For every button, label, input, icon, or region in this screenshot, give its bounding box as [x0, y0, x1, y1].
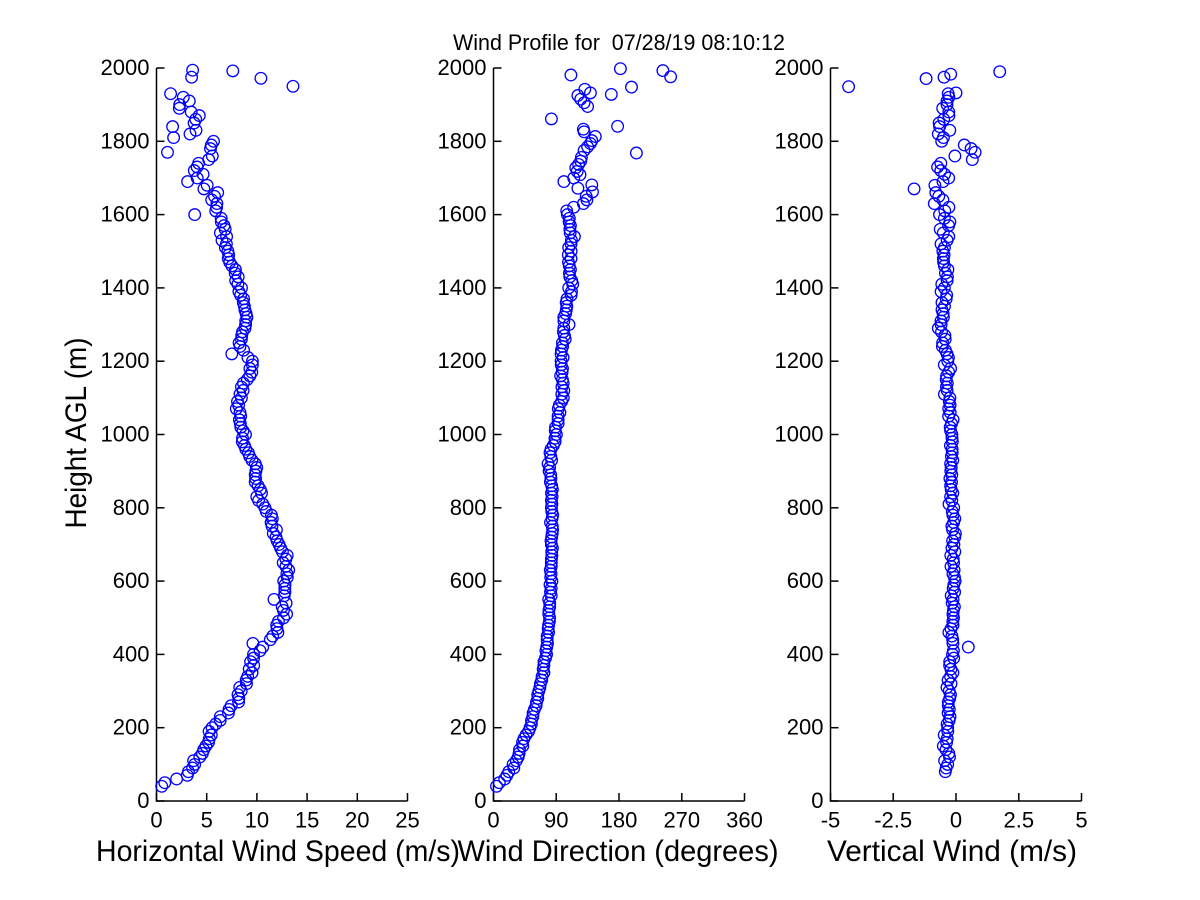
svg-text:2.5: 2.5 [1004, 808, 1035, 833]
svg-text:1800: 1800 [438, 128, 487, 153]
svg-text:600: 600 [450, 568, 487, 593]
svg-text:1200: 1200 [775, 348, 824, 373]
svg-text:1400: 1400 [438, 275, 487, 300]
svg-text:Vertical Wind (m/s): Vertical Wind (m/s) [827, 835, 1077, 868]
svg-text:Horizontal Wind Speed (m/s): Horizontal Wind Speed (m/s) [96, 835, 460, 868]
svg-text:Wind Direction (degrees): Wind Direction (degrees) [458, 835, 779, 868]
svg-text:200: 200 [113, 715, 150, 740]
svg-text:20: 20 [345, 808, 369, 833]
svg-text:1200: 1200 [101, 348, 150, 373]
svg-text:270: 270 [663, 808, 700, 833]
svg-text:1400: 1400 [775, 275, 824, 300]
svg-text:600: 600 [787, 568, 824, 593]
svg-text:0: 0 [811, 788, 823, 813]
svg-text:90: 90 [544, 808, 568, 833]
svg-text:-2.5: -2.5 [874, 808, 912, 833]
svg-text:400: 400 [113, 641, 150, 666]
svg-text:-5: -5 [821, 808, 841, 833]
svg-text:1800: 1800 [101, 128, 150, 153]
svg-text:800: 800 [787, 495, 824, 520]
svg-text:15: 15 [295, 808, 319, 833]
svg-text:1200: 1200 [438, 348, 487, 373]
svg-text:25: 25 [395, 808, 419, 833]
svg-text:2000: 2000 [775, 55, 824, 80]
svg-text:0: 0 [474, 788, 486, 813]
svg-text:400: 400 [787, 641, 824, 666]
svg-text:0: 0 [487, 808, 499, 833]
svg-text:5: 5 [1075, 808, 1087, 833]
svg-text:180: 180 [601, 808, 638, 833]
svg-text:1600: 1600 [438, 202, 487, 227]
svg-text:1000: 1000 [101, 422, 150, 447]
svg-text:1800: 1800 [775, 128, 824, 153]
svg-text:600: 600 [113, 568, 150, 593]
svg-text:800: 800 [450, 495, 487, 520]
svg-text:1400: 1400 [101, 275, 150, 300]
svg-text:400: 400 [450, 641, 487, 666]
svg-text:10: 10 [245, 808, 269, 833]
svg-text:2000: 2000 [101, 55, 150, 80]
svg-text:0: 0 [137, 788, 149, 813]
svg-text:200: 200 [787, 715, 824, 740]
svg-text:1600: 1600 [101, 202, 150, 227]
svg-text:0: 0 [150, 808, 162, 833]
svg-text:200: 200 [450, 715, 487, 740]
svg-text:5: 5 [201, 808, 213, 833]
svg-text:1000: 1000 [775, 422, 824, 447]
svg-text:Height AGL (m): Height AGL (m) [60, 338, 93, 529]
svg-text:1000: 1000 [438, 422, 487, 447]
svg-text:1600: 1600 [775, 202, 824, 227]
svg-text:0: 0 [950, 808, 962, 833]
svg-text:360: 360 [726, 808, 763, 833]
svg-text:2000: 2000 [438, 55, 487, 80]
svg-text:Wind Profile for 07/28/19 08:: Wind Profile for 07/28/19 08:10:12 [453, 30, 785, 55]
svg-text:800: 800 [113, 495, 150, 520]
